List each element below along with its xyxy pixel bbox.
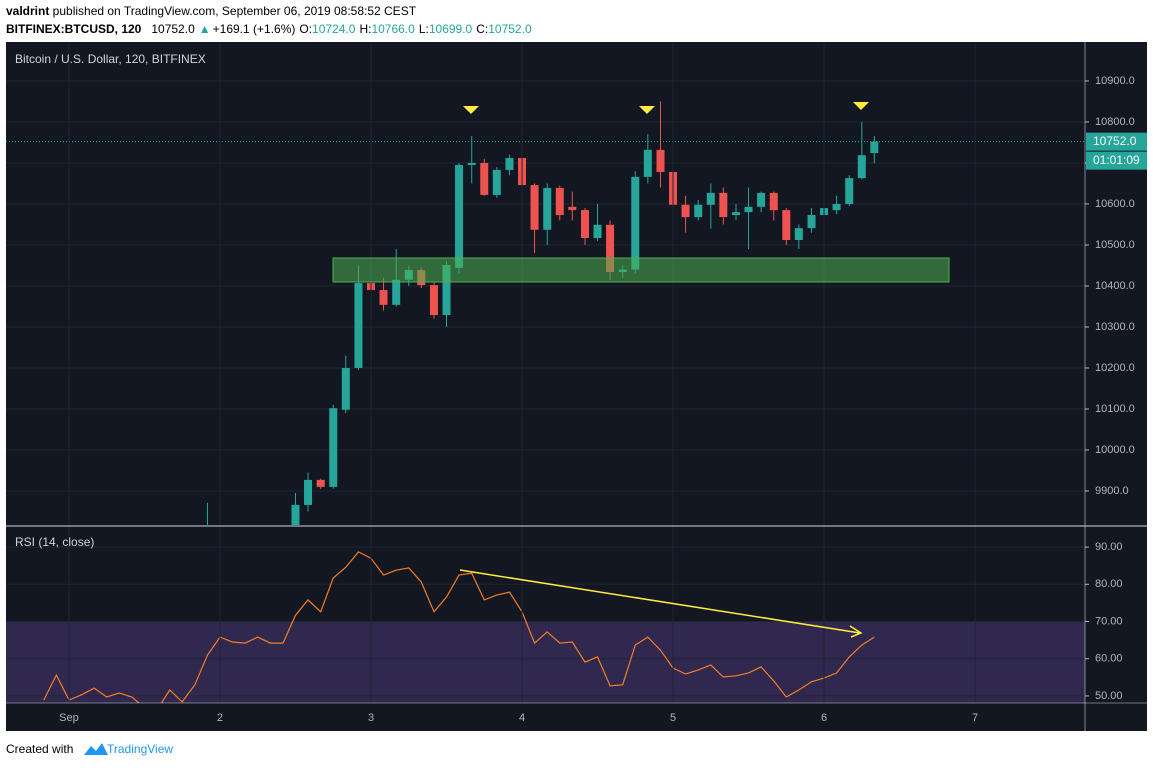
candle-body	[794, 228, 803, 241]
c-label: C:	[476, 22, 488, 36]
x-tick-label: 2	[217, 712, 223, 724]
candle-body	[870, 141, 879, 154]
plot-layer: 9900.0 10000.0 10100.0 10200.0 10300.0 10400.…	[6, 42, 1147, 724]
published: published on TradingView.com, September …	[49, 4, 416, 18]
candle-body	[543, 187, 552, 230]
rsi-line	[43, 551, 875, 703]
x-tick-label: 4	[519, 712, 525, 724]
brand[interactable]: TradingView	[107, 742, 173, 756]
x-tick-label: Sep	[59, 712, 79, 724]
rsi-band	[6, 621, 1085, 703]
candle-body	[694, 204, 703, 218]
candle-body	[580, 210, 589, 238]
rsi-title: RSI (14, close)	[15, 535, 94, 549]
candle-body	[429, 285, 438, 316]
candle-body	[291, 504, 300, 525]
top-marker	[463, 106, 479, 114]
y-tick-label: 10600.0	[1095, 198, 1135, 210]
candle-body	[656, 149, 665, 172]
l-label: L:	[419, 22, 429, 36]
candle-body	[857, 155, 866, 179]
candle-body	[304, 479, 313, 505]
candle-body	[631, 176, 640, 270]
y-tick-label: 9900.0	[1095, 485, 1129, 497]
candle-body	[379, 290, 388, 305]
y-tick-label: 10000.0	[1095, 444, 1135, 456]
l-value: 10699.0	[429, 22, 473, 36]
candle-body	[316, 479, 325, 487]
candle-body	[492, 169, 501, 195]
candle-body	[606, 224, 615, 273]
candle-body	[568, 206, 577, 211]
last-price-box	[1086, 132, 1147, 151]
change: +169.1 (+1.6%)	[213, 22, 296, 36]
publish-line: valdrint published on TradingView.com, S…	[6, 4, 417, 18]
candle-body	[845, 178, 854, 204]
candle-body	[832, 203, 841, 211]
y-tick-label: 10300.0	[1095, 321, 1135, 333]
h-value: 10766.0	[371, 22, 415, 36]
created-with: Created with	[6, 742, 73, 756]
c-value: 10752.0	[488, 22, 532, 36]
candle-body	[719, 192, 728, 218]
divergence-line	[459, 569, 861, 634]
x-tick-label: 3	[368, 712, 374, 724]
o-label: O:	[299, 22, 312, 36]
candle-body	[455, 165, 464, 268]
o-value: 10724.0	[312, 22, 356, 36]
y-tick-label: 60.00	[1095, 653, 1123, 665]
y-tick-label: 50.00	[1095, 690, 1123, 702]
candle-body	[354, 283, 363, 368]
symbol: BITFINEX:BTCUSD, 120	[6, 22, 142, 36]
candle-body	[593, 224, 602, 238]
x-tick-label: 5	[670, 712, 676, 724]
h-label: H:	[359, 22, 371, 36]
candle-body	[643, 149, 652, 177]
last: 10752.0	[151, 22, 195, 36]
candle-body	[782, 210, 791, 241]
pane-title: Bitcoin / U.S. Dollar, 120, BITFINEX	[15, 52, 206, 66]
candle-body	[706, 192, 715, 205]
pane	[6, 546, 1085, 703]
candle-body	[744, 206, 753, 213]
support-zone	[332, 257, 950, 283]
candle-body	[442, 265, 451, 316]
candle-body	[555, 187, 564, 216]
symbol-line: BITFINEX:BTCUSD, 120 10752.0 ▲ +169.1 (+1.6…	[6, 22, 532, 36]
y-tick-label: 10100.0	[1095, 403, 1135, 415]
candle-body	[757, 192, 766, 207]
candle-body	[480, 162, 489, 195]
countdown-box	[1086, 151, 1147, 170]
candle-body	[732, 212, 741, 216]
candle-body	[530, 185, 539, 230]
candle-body	[769, 192, 778, 211]
up-arrow: ▲	[199, 22, 211, 36]
divergence-arrowhead	[849, 625, 863, 638]
x-tick-label: 7	[972, 712, 978, 724]
x-tick-label: 6	[821, 712, 827, 724]
brand-logo[interactable]	[84, 743, 108, 755]
candle-body	[392, 279, 401, 305]
candle-body	[807, 215, 816, 229]
y-tick-label: 10900.0	[1095, 75, 1135, 87]
y-tick-label: 10800.0	[1095, 116, 1135, 128]
candle-body	[467, 162, 476, 166]
countdown: 01:01:09	[1093, 153, 1140, 167]
candle-body	[329, 408, 338, 487]
author[interactable]: valdrint	[6, 4, 49, 18]
candle-body	[505, 158, 514, 170]
y-tick-label: 90.00	[1095, 541, 1123, 553]
last-price-label: 10752.0	[1093, 134, 1137, 148]
top-marker	[639, 106, 655, 114]
y-tick-label: 10500.0	[1095, 239, 1135, 251]
y-tick-label: 70.00	[1095, 615, 1123, 627]
y-tick-label: 80.00	[1095, 578, 1123, 590]
y-tick-label: 10400.0	[1095, 280, 1135, 292]
chart-background	[6, 42, 1147, 731]
top-marker	[853, 102, 869, 110]
candle-body	[681, 204, 690, 218]
y-tick-label: 10200.0	[1095, 362, 1135, 374]
candle-body	[341, 367, 350, 410]
